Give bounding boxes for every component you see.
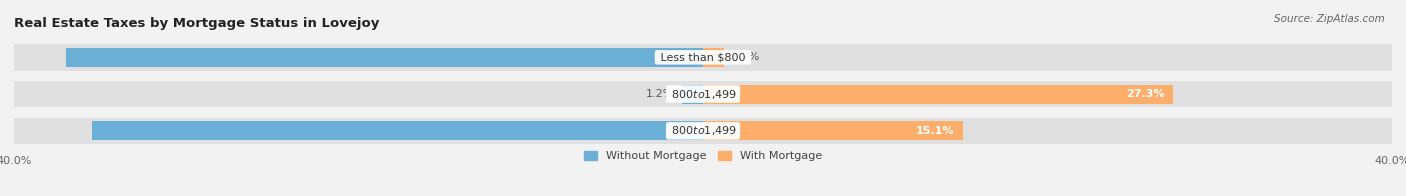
Bar [703, 121, 963, 140]
Bar [703, 84, 1173, 104]
Text: 1.2%: 1.2% [733, 52, 761, 62]
Bar [682, 84, 703, 104]
Text: 35.5%: 35.5% [669, 126, 707, 136]
Text: 37.0%: 37.0% [669, 52, 707, 62]
Bar [14, 44, 1392, 71]
Text: 1.2%: 1.2% [645, 89, 673, 99]
Bar [14, 118, 1392, 144]
Text: Source: ZipAtlas.com: Source: ZipAtlas.com [1274, 14, 1385, 24]
Bar [91, 121, 703, 140]
Bar [14, 81, 1392, 107]
Text: 15.1%: 15.1% [915, 126, 955, 136]
Bar [66, 48, 703, 67]
Text: Real Estate Taxes by Mortgage Status in Lovejoy: Real Estate Taxes by Mortgage Status in … [14, 17, 380, 30]
Text: 27.3%: 27.3% [1126, 89, 1164, 99]
Bar [703, 48, 724, 67]
Text: Less than $800: Less than $800 [657, 52, 749, 62]
Text: $800 to $1,499: $800 to $1,499 [668, 124, 738, 137]
Legend: Without Mortgage, With Mortgage: Without Mortgage, With Mortgage [583, 151, 823, 162]
Text: $800 to $1,499: $800 to $1,499 [668, 88, 738, 101]
